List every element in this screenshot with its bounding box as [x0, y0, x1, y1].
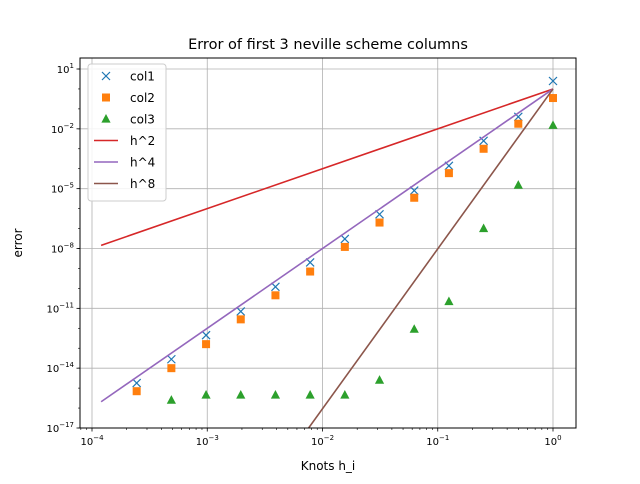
series-line-h-2	[100, 88, 554, 247]
y-tick-exponent: −17	[59, 421, 74, 429]
marker-stroke	[548, 76, 558, 86]
marker-stroke	[101, 71, 111, 81]
legend-label-h-4: h^4	[130, 156, 155, 170]
marker-stroke	[479, 136, 489, 146]
data-point-col3	[374, 375, 385, 384]
data-point-col1	[132, 378, 142, 388]
series-line-h-8	[307, 88, 554, 428]
data-point-col3	[479, 223, 489, 233]
data-point-col2	[549, 94, 557, 103]
x-tick-exponent: −3	[208, 434, 218, 442]
data-point-col2	[340, 242, 349, 251]
marker-stroke	[409, 186, 419, 196]
y-tick-exponent: −8	[64, 242, 74, 250]
data-point-col1	[548, 76, 558, 86]
data-point-col2	[514, 119, 523, 128]
y-tick-exponent: −14	[59, 361, 74, 369]
data-point-col1	[236, 306, 246, 316]
marker-stroke	[375, 209, 384, 219]
data-point-col3	[270, 390, 281, 399]
data-point-col3	[305, 390, 315, 399]
data-point-col1	[166, 354, 176, 364]
legend-label-col2: col2	[130, 91, 155, 105]
marker-stroke	[166, 354, 176, 364]
marker-stroke	[132, 378, 142, 388]
data-point-col3	[166, 395, 176, 404]
marker-stroke	[513, 112, 523, 122]
legend-label-h-8: h^8	[130, 177, 155, 191]
legend-swatch-col3	[101, 114, 111, 123]
series-line-h-4	[100, 88, 554, 403]
x-tick-exponent: −2	[324, 434, 334, 442]
x-tick-exponent: −4	[93, 434, 104, 442]
data-point-col3	[513, 180, 523, 189]
y-tick-exponent: −11	[59, 301, 74, 309]
data-point-col2	[132, 387, 141, 396]
y-tick-exponent: −5	[64, 182, 74, 190]
data-point-col1	[409, 186, 419, 196]
legend-swatch-col2	[102, 93, 110, 102]
y-tick-exponent: 1	[70, 62, 74, 70]
legend-label-col3: col3	[130, 113, 155, 127]
data-point-col2	[479, 144, 488, 153]
marker-stroke	[271, 282, 280, 292]
data-point-col2	[236, 315, 245, 324]
data-point-col3	[409, 324, 419, 333]
x-tick-exponent: 0	[557, 434, 561, 442]
data-point-col3	[444, 296, 454, 306]
data-point-col3	[548, 120, 558, 129]
x-tick-exponent: −1	[439, 434, 449, 442]
data-point-col1	[340, 234, 350, 244]
legend-label-h-2: h^2	[130, 134, 155, 148]
y-axis-label: error	[11, 228, 25, 257]
marker-stroke	[305, 258, 315, 267]
data-point-col3	[236, 390, 246, 399]
grid	[80, 58, 576, 429]
marker-stroke	[340, 234, 350, 244]
data-point-col3	[201, 390, 211, 399]
data-point-col3	[340, 390, 350, 399]
data-point-col2	[167, 364, 176, 373]
legend: col1 col2 col3 h^2 h^4 h^8	[87, 63, 167, 202]
data-point-col2	[444, 169, 453, 178]
axes-frame	[79, 57, 577, 429]
chart-title: Error of first 3 neville scheme columns	[188, 37, 468, 53]
data-point-col2	[202, 340, 211, 349]
y-tick-exponent: −2	[64, 122, 74, 130]
data-point-col2	[375, 218, 384, 227]
data-point-col2	[271, 291, 280, 300]
legend-swatch-col1	[101, 71, 111, 81]
data-point-col1	[201, 330, 211, 340]
marker-stroke	[201, 330, 211, 340]
marker-stroke	[236, 306, 246, 316]
data-point-col1	[271, 282, 280, 292]
data-point-col2	[410, 193, 419, 202]
data-point-col2	[306, 267, 315, 276]
legend-label-col1: col1	[130, 70, 155, 84]
marker-stroke	[444, 161, 454, 171]
x-axis-label: Knots h_i	[301, 459, 356, 473]
plot-series	[100, 76, 558, 428]
